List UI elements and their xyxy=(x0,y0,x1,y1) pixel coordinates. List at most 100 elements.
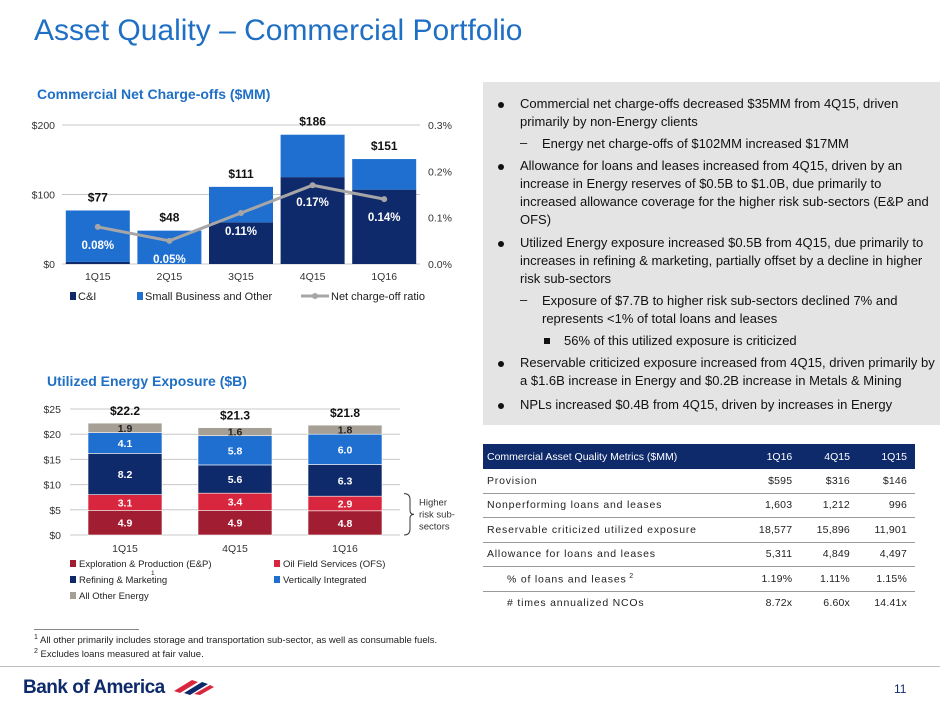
table-cell: 1.15% xyxy=(857,566,915,592)
y2-tick-label: 0.3% xyxy=(428,120,452,132)
footer-divider xyxy=(0,666,940,667)
bullet-text: Reservable criticized exposure increased… xyxy=(520,355,935,388)
legend-swatch-small-business xyxy=(137,292,143,300)
y2-tick-label: 0.1% xyxy=(428,213,452,225)
bar-ci xyxy=(280,177,345,264)
segment-label: 3.1 xyxy=(118,497,133,509)
row-label: % of loans and leases 2 xyxy=(483,566,743,592)
y-tick-label: $0 xyxy=(43,259,55,271)
bar-total-label: $111 xyxy=(228,167,254,181)
bullet-item: Commercial net charge-offs decreased $35… xyxy=(483,95,940,131)
row-label: Nonperforming loans and leases xyxy=(483,493,743,518)
bar-segment xyxy=(87,510,163,536)
legend-label: Exploration & Production (E&P) xyxy=(79,559,212,570)
legend-label: Net charge-off ratio xyxy=(331,291,425,303)
table-row: # times annualized NCOs 8.72x 6.60x 14.41x xyxy=(483,591,915,615)
asset-quality-metrics-table: Commercial Asset Quality Metrics ($MM) 1… xyxy=(483,444,915,615)
bar-segment xyxy=(197,427,273,437)
bullet-item: Reservable criticized exposure increased… xyxy=(483,354,940,390)
segment-label: 8.2 xyxy=(118,469,133,481)
table-cell: 996 xyxy=(857,493,915,518)
row-label: Provision xyxy=(483,469,743,494)
table-cell: $316 xyxy=(800,469,858,494)
table-cell: 8.72x xyxy=(765,597,793,610)
bar-total-label: $77 xyxy=(88,190,108,204)
annotation-text: Higher xyxy=(419,498,447,509)
y2-tick-label: 0.2% xyxy=(428,166,452,178)
table-cell: 1,603 xyxy=(742,493,801,518)
segment-label: 4.9 xyxy=(118,518,133,530)
bullet-item: – Exposure of $7.7B to higher risk sub-se… xyxy=(483,292,940,328)
y-tick-label: $5 xyxy=(49,505,61,517)
table-cell: 4,849 xyxy=(800,542,858,567)
bullet-dot-icon xyxy=(498,361,504,367)
legend-label: All Other Energy xyxy=(79,591,149,602)
legend-label: Vertically Integrated xyxy=(283,575,366,586)
dash-icon: – xyxy=(520,292,528,307)
table-header-row: Commercial Asset Quality Metrics ($MM) 1… xyxy=(483,444,915,469)
segment-label: 6.0 xyxy=(338,444,353,456)
table-cell: 1,212 xyxy=(800,493,858,518)
footnote-1: 1 All other primarily includes storage a… xyxy=(34,634,438,647)
table-row: Allowance for loans and leases 5,311 4,849… xyxy=(483,542,915,567)
energy-exposure-chart: $0 $5 $10 $15 $20 $25 4.9 3.1 8.2 4.1 1.9 $22.2 1Q15… xyxy=(43,404,454,602)
bank-logo: Bank of America xyxy=(23,677,216,699)
ratio-point xyxy=(381,196,388,203)
bullet-item: 56% of this utilized exposure is critici… xyxy=(483,332,940,350)
bar-segment xyxy=(307,433,383,465)
bar-small-business xyxy=(352,159,417,190)
legend-marker-ratio xyxy=(312,293,318,299)
y-tick-label: $0 xyxy=(49,530,61,542)
bar-segment xyxy=(307,464,383,497)
bar-ci xyxy=(209,222,273,264)
y-tick-label: $200 xyxy=(32,120,56,132)
bullet-text: Commercial net charge-offs decreased $35… xyxy=(520,96,899,129)
legend-label: C&I xyxy=(78,291,96,303)
dash-icon: – xyxy=(520,135,528,150)
legend-label: Refining & Marketing xyxy=(79,575,167,586)
bullet-text: 56% of this utilized exposure is critici… xyxy=(564,333,797,348)
bar-total-label: $21.8 xyxy=(330,406,360,420)
bullet-text: Allowance for loans and leases increased… xyxy=(520,158,929,227)
table-header: Commercial Asset Quality Metrics ($MM) xyxy=(483,444,743,469)
bar-segment xyxy=(197,464,273,494)
bracket-icon xyxy=(403,493,415,536)
bar-segment xyxy=(307,510,383,536)
segment-label: 5.8 xyxy=(228,445,243,457)
segment-label: 6.3 xyxy=(338,475,353,487)
bullet-item: – Energy net charge-offs of $102MM increa… xyxy=(483,135,940,153)
table-row: Provision $595 $316 $146 xyxy=(483,469,915,494)
ratio-label: 0.11% xyxy=(225,226,257,238)
y2-tick-label: 0.0% xyxy=(428,259,452,271)
y-tick-label: $20 xyxy=(43,429,61,441)
chart-title-energy-exposure: Utilized Energy Exposure ($B) xyxy=(47,373,247,389)
segment-label: 3.4 xyxy=(228,497,243,509)
bar-total-label: $151 xyxy=(371,139,398,153)
table-cell: 4,497 xyxy=(857,542,915,567)
segment-label: 1.8 xyxy=(338,425,353,437)
y-tick-label: $100 xyxy=(32,190,56,202)
legend-footnote-mark: 1 xyxy=(151,570,155,577)
ratio-point xyxy=(94,223,101,230)
segment-label: 4.9 xyxy=(228,518,243,530)
legend-swatch xyxy=(274,560,280,567)
table-cell: 11,901 xyxy=(857,517,915,543)
table-cell: 1.11% xyxy=(800,566,858,592)
table-cell: 14.41x xyxy=(874,597,907,610)
annotation-text: sectors xyxy=(419,522,450,533)
row-label: Allowance for loans and leases xyxy=(483,542,743,567)
legend-swatch-ci xyxy=(70,292,76,300)
segment-label: 1.9 xyxy=(118,423,133,435)
footnote-divider xyxy=(34,629,139,630)
page-title: Asset Quality – Commercial Portfolio xyxy=(34,14,523,47)
bar-ci xyxy=(65,261,130,264)
net-charge-offs-chart: $0 $100 $200 0.0% 0.1% 0.2% 0.3% $77 1Q15 $48 2Q15… xyxy=(32,115,452,303)
bullet-text: Exposure of $7.7B to higher risk sub-sec… xyxy=(542,293,898,326)
y-tick-label: $25 xyxy=(43,404,61,416)
ratio-point xyxy=(166,237,173,244)
bullet-text: Energy net charge-offs of $102MM increas… xyxy=(542,136,849,151)
legend-label: Small Business and Other xyxy=(145,291,273,303)
legend-swatch xyxy=(70,576,76,583)
x-tick-label: 2Q15 xyxy=(157,271,183,283)
table-header: 1Q16 xyxy=(742,444,801,469)
